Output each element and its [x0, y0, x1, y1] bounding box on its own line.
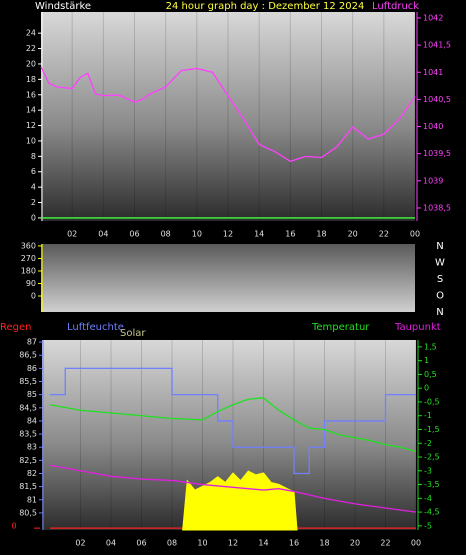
- y2-tick-label: 1040,5: [423, 95, 451, 104]
- x-tick-label: 00: [411, 539, 421, 548]
- y-tick-label: 180: [21, 266, 36, 275]
- y-tick-label: 83: [27, 443, 37, 452]
- y-tick-label: 14: [26, 106, 36, 115]
- y-tick-label: 10: [26, 136, 36, 145]
- legend-entry: Regen: [0, 322, 32, 333]
- chart-title: 24 hour graph day : Dezember 12 2024: [166, 1, 365, 12]
- legend-entry: Taupunkt: [394, 322, 441, 333]
- plot-background: [41, 12, 415, 221]
- x-tick-label: 04: [106, 539, 116, 548]
- y2-tick-label: -3: [424, 466, 432, 475]
- legend-entry: Windstärke: [35, 1, 91, 12]
- y-tick-label: 270: [21, 254, 36, 263]
- y-tick-label: 16: [26, 90, 36, 99]
- y-tick-label: 12: [26, 121, 36, 130]
- y2-tick-label: 1040: [423, 122, 443, 131]
- y-tick-label: 24: [26, 29, 36, 38]
- y2-tick-label: -2: [424, 439, 432, 448]
- y-tick-label: 85,5: [19, 377, 37, 386]
- y-tick-label: 84,5: [19, 403, 37, 412]
- y-tick-label: 81: [27, 495, 37, 504]
- x-tick-label: 14: [258, 539, 268, 548]
- x-tick-label: 12: [228, 539, 238, 548]
- x-tick-label: 16: [285, 230, 295, 239]
- x-tick-label: 22: [379, 230, 389, 239]
- x-tick-label: 06: [136, 539, 146, 548]
- y2-tick-label: 1041,5: [423, 41, 451, 50]
- y2-tick-label: -5: [424, 521, 432, 530]
- y2-tick-label: 1041: [423, 68, 443, 77]
- y2-tick-label: 1: [424, 356, 429, 365]
- y2-tick-label: -4: [424, 494, 432, 503]
- x-tick-label: 10: [197, 539, 207, 548]
- series-line: [50, 367, 416, 475]
- x-tick-label: 20: [350, 539, 360, 548]
- legend-entry: Temperatur: [311, 322, 370, 333]
- y-tick-label: 6: [31, 167, 36, 176]
- y2-tick-label: -4,5: [424, 508, 440, 517]
- y2-tick-label: 1039,5: [423, 149, 451, 158]
- direction-label: O: [436, 291, 444, 302]
- y-tick-label: 85: [27, 390, 37, 399]
- y2-tick-label: -3,5: [424, 480, 440, 489]
- y-tick-label: 4: [31, 183, 36, 192]
- direction-label: N: [436, 241, 443, 252]
- x-tick-label: 08: [167, 539, 177, 548]
- legend-entry: Luftdruck: [372, 1, 419, 12]
- y-tick-label: 83,5: [19, 430, 37, 439]
- y-tick-label: 18: [26, 75, 36, 84]
- x-tick-label: 10: [192, 230, 202, 239]
- y-tick-label: 81,5: [19, 482, 37, 491]
- y2-tick-label: 1,5: [424, 342, 437, 351]
- y2-tick-label: 0,5: [424, 370, 437, 379]
- y2-tick-label: 0: [424, 384, 429, 393]
- y-tick-label: 2: [31, 198, 36, 207]
- y2-tick-label: 1038,5: [423, 203, 451, 212]
- x-tick-label: 22: [380, 539, 390, 548]
- direction-label: N: [436, 307, 443, 318]
- y2-tick-label: -0,5: [424, 397, 440, 406]
- y-tick-label: 84: [27, 416, 37, 425]
- y-tick-label: 360: [21, 241, 36, 250]
- y-tick-label: 87: [27, 338, 37, 347]
- x-tick-label: 08: [161, 230, 171, 239]
- x-tick-label: 12: [223, 230, 233, 239]
- y-tick-label: 80,5: [19, 508, 37, 517]
- y2-tick-label: -1,5: [424, 425, 440, 434]
- y-tick-label: 20: [26, 59, 36, 68]
- y-tick-label: 82,5: [19, 456, 37, 465]
- y-tick-label: 90: [26, 279, 36, 288]
- series-line: [40, 66, 416, 162]
- legend-entry: Solar: [120, 328, 146, 339]
- x-tick-label: 14: [254, 230, 264, 239]
- y4-tick-label: 0: [11, 522, 16, 531]
- x-tick-label: 18: [316, 230, 326, 239]
- x-tick-label: 04: [98, 230, 108, 239]
- x-tick-label: 00: [410, 230, 420, 239]
- y-tick-label: 0: [31, 213, 36, 222]
- series-line: [49, 464, 417, 513]
- y2-tick-label: 1042: [423, 13, 443, 22]
- x-tick-label: 06: [129, 230, 139, 239]
- legend-entry: Luftfeuchte: [67, 322, 124, 333]
- y-tick-label: 82: [27, 469, 37, 478]
- x-tick-label: 20: [348, 230, 358, 239]
- y2-tick-label: -1: [424, 411, 432, 420]
- plot-background: [41, 244, 415, 312]
- y-tick-label: 8: [31, 152, 36, 161]
- series-line: [49, 397, 417, 453]
- y-tick-label: 22: [26, 44, 36, 53]
- y-tick-label: 86,5: [19, 351, 37, 360]
- direction-label: W: [435, 258, 445, 269]
- y2-tick-label: 1039: [423, 176, 443, 185]
- x-tick-label: 02: [67, 230, 77, 239]
- x-tick-label: 02: [75, 539, 85, 548]
- y2-tick-label: -2,5: [424, 453, 440, 462]
- y-tick-label: 0: [31, 292, 36, 301]
- y-tick-label: 86: [27, 364, 37, 373]
- x-tick-label: 18: [319, 539, 329, 548]
- direction-label: S: [437, 274, 443, 285]
- x-tick-label: 16: [289, 539, 299, 548]
